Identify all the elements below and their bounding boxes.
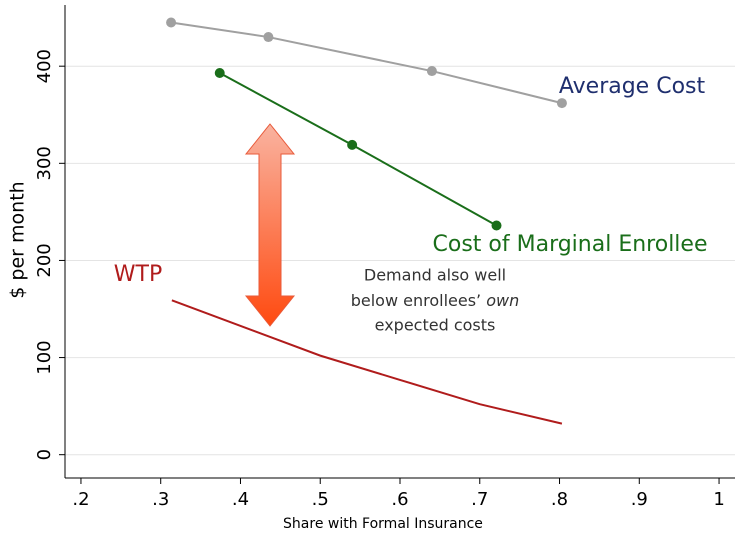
y-tick-label: 0 xyxy=(34,449,55,460)
x-tick-label: .5 xyxy=(312,489,329,510)
point xyxy=(426,66,437,77)
point xyxy=(347,139,358,150)
x-tick-label: .4 xyxy=(232,489,249,510)
x-tick-label: 1 xyxy=(713,489,724,510)
annotation: below enrollees’ own xyxy=(351,291,520,310)
series-label: Cost of Marginal Enrollee xyxy=(433,232,708,257)
y-tick-label: 100 xyxy=(34,340,55,374)
x-tick-label: .3 xyxy=(152,489,169,510)
point xyxy=(491,220,502,231)
series-label: WTP xyxy=(114,262,162,287)
annotation-emphasis: own xyxy=(486,291,519,310)
series-line xyxy=(171,299,563,425)
x-tick-label: .6 xyxy=(391,489,408,510)
series-line xyxy=(170,21,563,105)
x-tick-label: .9 xyxy=(631,489,648,510)
x-tick-label: .7 xyxy=(471,489,488,510)
x-tick-label: .8 xyxy=(551,489,568,510)
y-axis-label: $ per month xyxy=(7,181,29,298)
x-axis-label: Share with Formal Insurance xyxy=(283,516,483,532)
double-arrow xyxy=(244,123,296,327)
x-tick-label: .2 xyxy=(72,489,89,510)
point xyxy=(263,32,274,43)
point xyxy=(214,67,225,78)
annotation-part: below enrollees’ xyxy=(351,291,487,310)
series-label: Average Cost xyxy=(559,74,706,99)
y-tick-label: 200 xyxy=(34,243,55,277)
annotation: expected costs xyxy=(375,316,496,335)
point xyxy=(556,98,567,109)
point xyxy=(166,17,177,28)
annotation: Demand also well xyxy=(364,266,506,285)
y-tick-label: 400 xyxy=(34,49,55,83)
y-tick-label: 300 xyxy=(34,146,55,180)
